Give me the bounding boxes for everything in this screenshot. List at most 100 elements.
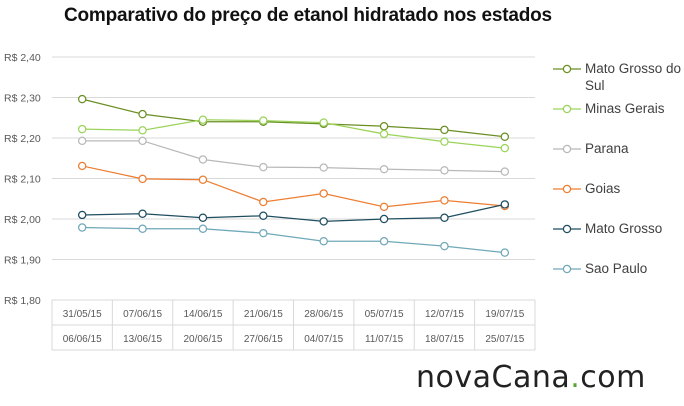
- data-point: [440, 137, 449, 146]
- legend-swatch-marker: [562, 224, 572, 234]
- y-tick-label: R$ 2,30: [4, 93, 41, 105]
- series-line: [82, 165, 505, 208]
- data-point: [500, 200, 510, 209]
- data-point: [77, 94, 87, 104]
- data-point: [259, 162, 268, 172]
- data-point: [500, 167, 510, 176]
- data-point: [77, 210, 87, 220]
- y-tick-label: R$ 2,10: [4, 174, 41, 186]
- data-point: [259, 116, 268, 125]
- legend-swatch: [553, 144, 581, 154]
- data-point: [440, 213, 449, 223]
- series-line: [82, 203, 505, 223]
- novacana-logo: novaCana.com: [416, 360, 678, 396]
- legend-item: Minas Gerais: [552, 100, 682, 140]
- x-tick-label-end: 06/06/15: [63, 334, 102, 345]
- data-point: [259, 211, 268, 220]
- data-point: [500, 132, 510, 142]
- data-point: [198, 175, 208, 184]
- legend-label: Sao Paulo: [585, 261, 648, 276]
- x-tick-label-end: 04/07/15: [304, 334, 343, 345]
- data-point: [138, 126, 147, 135]
- data-point: [319, 217, 328, 226]
- y-tick-label: R$ 1,90: [4, 255, 41, 267]
- data-point: [138, 136, 147, 146]
- x-tick-label-start: 07/06/15: [123, 309, 162, 320]
- logo-text-tld: com: [580, 360, 646, 395]
- legend-swatch: [553, 184, 581, 194]
- data-point: [138, 224, 147, 233]
- x-tick-label-end: 13/06/15: [123, 334, 162, 345]
- data-point: [379, 129, 389, 139]
- data-point: [379, 122, 389, 131]
- y-tick-label: R$ 2,00: [4, 214, 41, 226]
- legend-item: Sao Paulo: [552, 260, 682, 300]
- x-tick-label-end: 20/06/15: [183, 334, 222, 345]
- legend-item: Goias: [552, 180, 682, 220]
- data-point: [319, 189, 328, 198]
- x-tick-label-end: 18/07/15: [425, 334, 464, 345]
- legend-item: Parana: [552, 140, 682, 180]
- legend: Mato Grosso do Sul Minas Gerais Parana Goia…: [552, 60, 682, 300]
- legend-swatch-marker: [562, 64, 572, 74]
- data-point: [319, 163, 328, 172]
- chart-title: Comparativo do preço de etanol hidratado…: [64, 5, 552, 26]
- series-line: [82, 119, 505, 149]
- data-point: [440, 166, 449, 175]
- data-point: [198, 155, 208, 164]
- legend-label: Minas Gerais: [585, 101, 665, 116]
- legend-swatch: [553, 64, 581, 74]
- series-layer: [77, 94, 510, 257]
- logo-dot: .: [570, 360, 581, 395]
- data-point: [440, 241, 449, 251]
- legend-swatch: [553, 224, 581, 234]
- legend-label: Mato Grosso: [585, 221, 663, 236]
- data-point: [198, 213, 208, 223]
- x-tick-label-start: 28/06/15: [304, 309, 343, 320]
- legend-label: Mato Grosso do Sul: [585, 61, 682, 93]
- data-point: [440, 196, 449, 205]
- data-point: [138, 209, 147, 218]
- x-tick-label-end: 27/06/15: [244, 334, 283, 345]
- legend-item: Mato Grosso: [552, 220, 682, 260]
- y-tick-label: R$ 1,80: [4, 295, 41, 307]
- data-point: [198, 224, 208, 233]
- data-point: [379, 202, 389, 212]
- x-tick-label-start: 12/07/15: [425, 309, 464, 320]
- data-point: [259, 228, 268, 238]
- x-tick-label-end: 25/07/15: [485, 334, 524, 345]
- axis-layer: R$ 2,40 R$ 2,30 R$ 2,20 R$ 2,10 R$ 2,00 R$ 1,…: [4, 52, 525, 345]
- x-tick-label-end: 11/07/15: [365, 334, 404, 345]
- x-tick-label-start: 14/06/15: [183, 309, 222, 320]
- legend-swatch: [553, 104, 581, 114]
- data-point: [319, 237, 328, 246]
- data-point: [500, 248, 510, 257]
- logo-text-main: novaCana: [416, 360, 571, 395]
- series-line: [82, 140, 505, 173]
- x-tick-label-start: 31/05/15: [63, 309, 102, 320]
- x-tick-label-start: 05/07/15: [365, 309, 404, 320]
- legend-swatch-marker: [562, 264, 572, 274]
- data-point: [379, 237, 389, 246]
- data-point: [77, 161, 87, 171]
- legend-label: Parana: [585, 141, 629, 156]
- data-point: [77, 223, 87, 232]
- data-point: [319, 118, 328, 127]
- grid-layer: [51, 56, 536, 351]
- legend-swatch-marker: [562, 184, 572, 194]
- data-point: [379, 214, 389, 224]
- legend-swatch-marker: [562, 104, 572, 114]
- data-point: [77, 124, 87, 134]
- data-point: [440, 125, 449, 135]
- series-line: [82, 226, 505, 254]
- y-tick-label: R$ 2,20: [4, 133, 41, 145]
- data-point: [259, 197, 268, 207]
- legend-item: Mato Grosso do Sul: [552, 60, 682, 100]
- x-tick-label-start: 21/06/15: [244, 309, 283, 320]
- data-point: [500, 143, 510, 153]
- data-point: [77, 136, 87, 146]
- y-tick-label: R$ 2,40: [4, 52, 41, 64]
- legend-swatch: [553, 264, 581, 274]
- series-line: [82, 98, 505, 138]
- x-tick-label-start: 19/07/15: [485, 309, 524, 320]
